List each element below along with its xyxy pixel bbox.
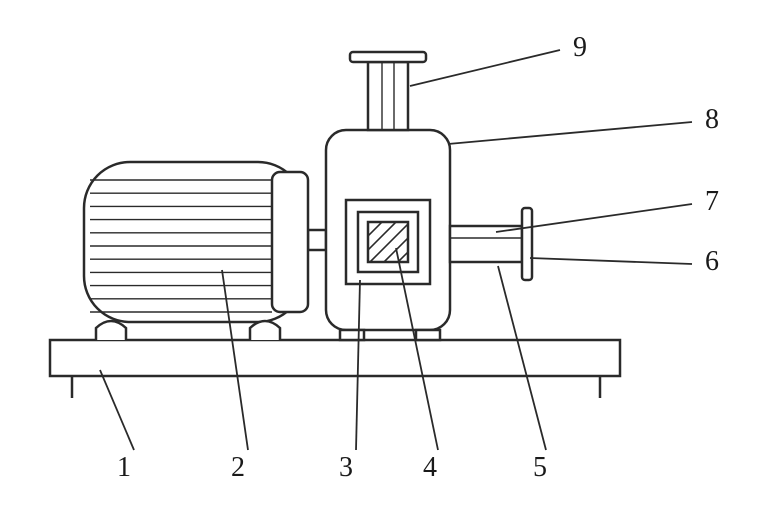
outlet-flange xyxy=(522,208,532,280)
pump-foot-left xyxy=(340,330,364,340)
engineering-diagram: 1 2 3 4 5 6 7 8 9 xyxy=(0,0,762,513)
label-4: 4 xyxy=(423,452,437,483)
motor-shaft xyxy=(308,230,326,250)
label-8: 8 xyxy=(705,104,719,135)
leader-line-8 xyxy=(448,122,692,144)
base-plate xyxy=(50,340,620,376)
leader-line-9 xyxy=(410,50,560,86)
label-1: 1 xyxy=(117,452,131,483)
label-9: 9 xyxy=(573,32,587,63)
label-6: 6 xyxy=(705,246,719,277)
outlet-pipe xyxy=(450,226,522,262)
leader-line-1 xyxy=(100,370,134,450)
leader-line-6 xyxy=(530,258,692,264)
motor-end-plate xyxy=(272,172,308,312)
inlet-flange xyxy=(350,52,426,62)
pump-foot-right xyxy=(416,330,440,340)
inlet-pipe xyxy=(368,62,408,130)
motor-foot xyxy=(250,321,280,340)
hatched-square xyxy=(368,222,408,262)
label-7: 7 xyxy=(705,186,719,217)
label-2: 2 xyxy=(231,452,245,483)
label-3: 3 xyxy=(339,452,353,483)
label-5: 5 xyxy=(533,452,547,483)
motor-foot xyxy=(96,321,126,340)
